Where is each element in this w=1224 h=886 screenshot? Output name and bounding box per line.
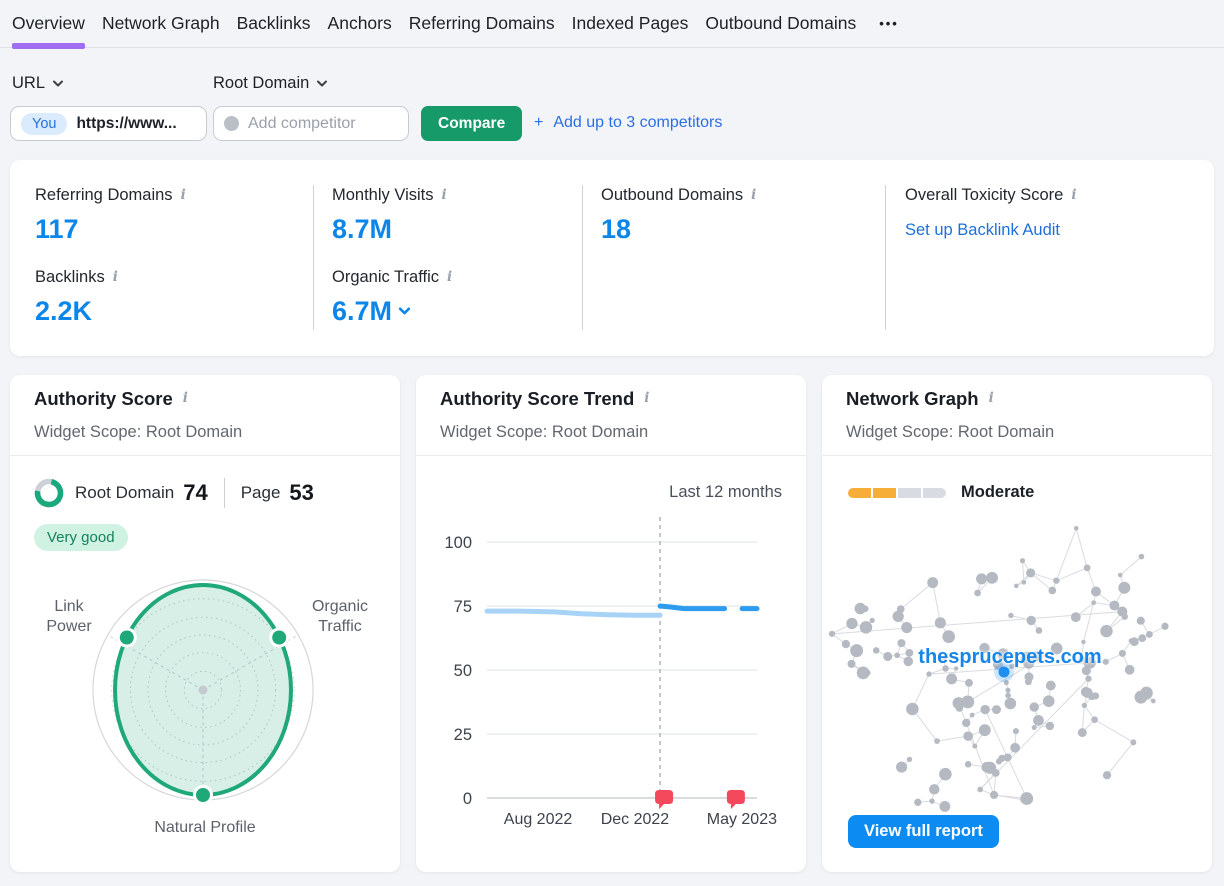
divider	[822, 455, 1212, 456]
svg-text:50: 50	[454, 662, 472, 680]
you-badge: You	[21, 112, 68, 135]
organic-traffic-label: Organic Traffic i	[332, 268, 453, 286]
backlinks-label: Backlinks i	[35, 268, 118, 286]
tab-indexed-pages[interactable]: Indexed Pages	[571, 13, 689, 33]
info-icon[interactable]: i	[988, 390, 994, 407]
authority-score-trend-chart: 100 75 50 25 0 Aug 2022 Dec 2022 May 2023	[444, 517, 777, 828]
authority-score-radar-chart	[92, 579, 314, 805]
svg-text:100: 100	[444, 534, 472, 552]
more-tabs-icon[interactable]: •••	[879, 16, 899, 31]
meter-segment	[848, 487, 871, 498]
chevron-down-icon	[52, 80, 64, 88]
meter-segment	[923, 487, 946, 498]
widget-scope: Widget Scope: Root Domain	[440, 423, 649, 441]
organic-traffic-value[interactable]: 6.7M	[332, 296, 452, 327]
radar-axis-link-power: Link Power	[46, 598, 92, 635]
root-domain-score-value: 74	[183, 480, 208, 505]
info-icon[interactable]: i	[1071, 186, 1077, 203]
radar-axis-organic-traffic: Organic Traffic	[311, 598, 369, 635]
network-rating-meter	[848, 487, 946, 498]
info-icon[interactable]: i	[112, 268, 118, 285]
page-score-label: Page	[240, 483, 281, 502]
plus-icon: +	[534, 114, 544, 131]
svg-text:75: 75	[454, 598, 472, 616]
toxicity-score-label: Overall Toxicity Score i	[905, 186, 1077, 204]
target-url-value: https://www...	[76, 114, 177, 132]
view-full-report-button[interactable]: View full report	[848, 815, 999, 848]
tab-network-graph[interactable]: Network Graph	[101, 13, 220, 33]
svg-text:Aug 2022: Aug 2022	[504, 811, 573, 828]
add-competitor-input[interactable]: Add competitor	[213, 106, 409, 141]
info-icon[interactable]: i	[182, 390, 188, 407]
network-rating-row: Moderate	[848, 483, 1034, 502]
radar-axis-natural-profile: Natural Profile	[154, 819, 256, 836]
network-graph-visualization	[828, 525, 1169, 812]
competitor-dot-icon	[224, 116, 239, 131]
info-icon[interactable]: i	[751, 186, 757, 203]
authority-score-trend-widget: Authority Score Trend i Widget Scope: Ro…	[416, 375, 806, 872]
authority-rating-badge: Very good	[34, 524, 128, 551]
tab-referring-domains[interactable]: Referring Domains	[408, 13, 555, 33]
compare-button[interactable]: Compare	[421, 106, 523, 141]
widget-title: Network Graph i	[846, 388, 994, 409]
widget-scope: Widget Scope: Root Domain	[846, 423, 1055, 441]
info-icon[interactable]: i	[644, 390, 650, 407]
outbound-domains-label: Outbound Domains i	[601, 186, 757, 204]
tab-overview[interactable]: Overview	[12, 0, 85, 49]
summary-metrics-card: Referring Domains i 117 Backlinks i 2.2K…	[10, 160, 1214, 356]
competitor-placeholder: Add competitor	[248, 114, 356, 132]
divider	[10, 455, 400, 456]
meter-segment	[898, 487, 921, 498]
authority-score-values: Root Domain 74 Page 53	[34, 478, 314, 508]
target-url-input[interactable]: You https://www...	[10, 106, 207, 141]
page-score-value: 53	[289, 480, 314, 505]
network-graph-widget: Network Graph i Widget Scope: Root Domai…	[822, 375, 1212, 872]
meter-segment	[873, 487, 896, 498]
info-icon[interactable]: i	[446, 268, 453, 285]
report-tab-bar: Overview Network Graph Backlinks Anchors…	[0, 0, 1224, 49]
widget-scope: Widget Scope: Root Domain	[34, 423, 243, 441]
url-scope-dropdown[interactable]: URL	[12, 74, 64, 93]
divider	[416, 455, 806, 456]
backlinks-value[interactable]: 2.2K	[35, 296, 93, 326]
tab-anchors[interactable]: Anchors	[327, 13, 392, 33]
svg-text:May 2023: May 2023	[707, 811, 777, 828]
setup-backlink-audit-link[interactable]: Set up Backlink Audit	[905, 221, 1061, 239]
svg-text:0: 0	[463, 790, 472, 808]
trend-range-label: Last 12 months	[669, 483, 782, 501]
info-icon[interactable]: i	[441, 186, 447, 203]
tab-backlinks[interactable]: Backlinks	[236, 13, 311, 33]
widget-title: Authority Score i	[34, 388, 188, 409]
referring-domains-label: Referring Domains i	[35, 186, 186, 204]
info-icon[interactable]: i	[180, 186, 186, 203]
chevron-down-icon[interactable]	[398, 307, 411, 316]
divider	[223, 478, 225, 508]
outbound-domains-value[interactable]: 18	[601, 214, 632, 244]
divider	[313, 185, 314, 330]
svg-text:Dec 2022: Dec 2022	[601, 811, 670, 828]
referring-domains-value[interactable]: 117	[35, 214, 79, 244]
network-rating-label: Moderate	[961, 483, 1035, 501]
root-domain-score-label: Root Domain	[75, 483, 175, 502]
monthly-visits-label: Monthly Visits i	[332, 186, 447, 204]
authority-score-widget: Authority Score i Widget Scope: Root Dom…	[10, 375, 400, 872]
monthly-visits-value[interactable]: 8.7M	[332, 214, 393, 244]
root-domain-scope-dropdown[interactable]: Root Domain	[213, 74, 328, 93]
widget-title: Authority Score Trend i	[440, 388, 650, 409]
divider	[582, 185, 583, 330]
tab-outbound-domains[interactable]: Outbound Domains	[705, 13, 857, 33]
add-competitors-link[interactable]: + Add up to 3 competitors	[534, 114, 723, 131]
divider	[885, 185, 886, 330]
chevron-down-icon	[316, 80, 328, 88]
authority-score-donut	[34, 478, 64, 508]
svg-text:25: 25	[454, 726, 472, 744]
donut-arc	[34, 478, 64, 508]
